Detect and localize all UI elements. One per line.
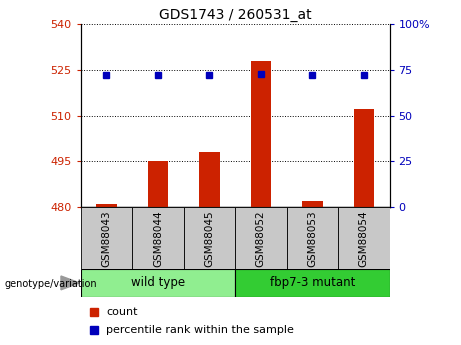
- Bar: [235, 269, 390, 297]
- Bar: [132, 207, 183, 269]
- Text: percentile rank within the sample: percentile rank within the sample: [106, 325, 295, 335]
- Text: GSM88052: GSM88052: [256, 210, 266, 267]
- Text: GSM88045: GSM88045: [204, 210, 214, 267]
- Bar: [96, 204, 117, 207]
- Text: GSM88054: GSM88054: [359, 210, 369, 267]
- Bar: [148, 161, 168, 207]
- Text: GSM88053: GSM88053: [307, 210, 317, 267]
- Bar: [354, 109, 374, 207]
- Bar: [81, 207, 132, 269]
- Text: GSM88043: GSM88043: [101, 210, 112, 267]
- Bar: [250, 61, 271, 207]
- Title: GDS1743 / 260531_at: GDS1743 / 260531_at: [159, 8, 312, 22]
- Bar: [183, 207, 235, 269]
- Text: wild type: wild type: [131, 276, 185, 289]
- Text: count: count: [106, 307, 138, 317]
- Bar: [338, 207, 390, 269]
- Bar: [235, 207, 287, 269]
- Bar: [81, 269, 235, 297]
- Polygon shape: [61, 276, 80, 290]
- Text: genotype/variation: genotype/variation: [5, 279, 97, 288]
- Bar: [302, 201, 323, 207]
- Bar: [199, 152, 220, 207]
- Text: GSM88044: GSM88044: [153, 210, 163, 267]
- Bar: [287, 207, 338, 269]
- Text: fbp7-3 mutant: fbp7-3 mutant: [270, 276, 355, 289]
